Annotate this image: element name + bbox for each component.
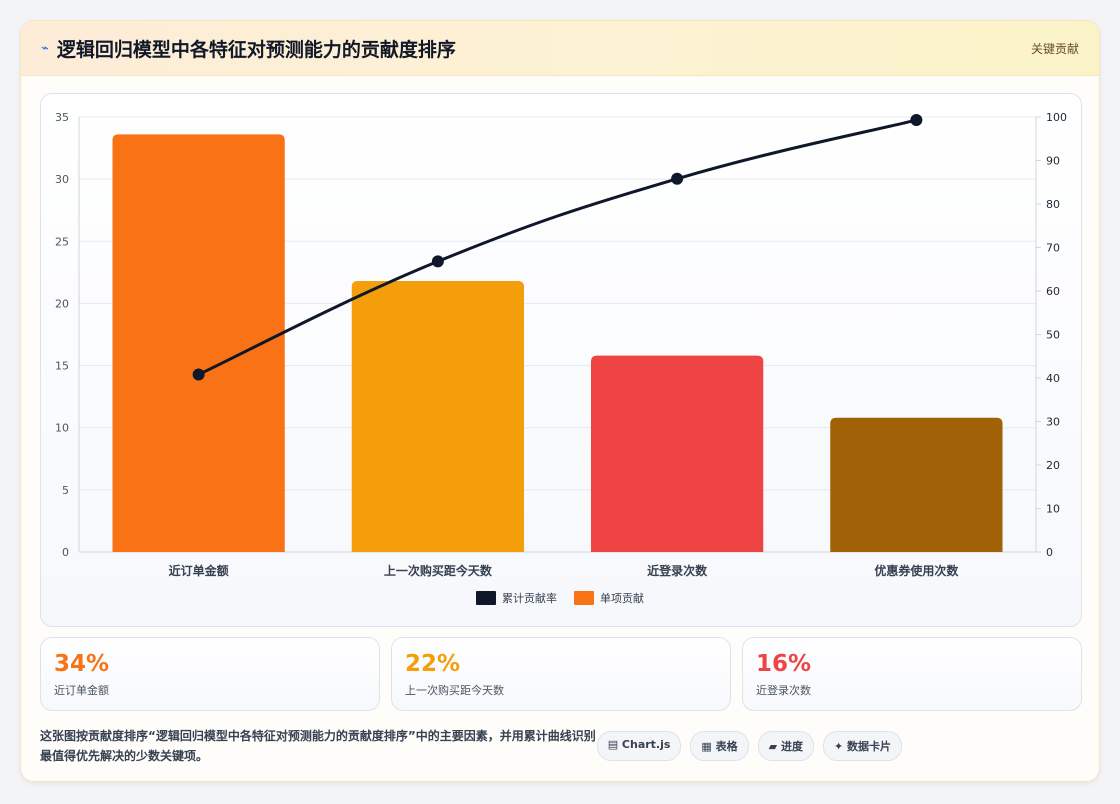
y-left-tick-label: 30 [55,173,69,186]
pill-chartjs[interactable]: ▤ Chart.js [596,731,682,761]
bar [351,281,525,552]
pill-progress[interactable]: ▰ 进度 [757,731,814,761]
y-right-tick-label: 70 [1046,242,1060,255]
y-right-tick-label: 50 [1046,329,1060,342]
stat-label: 近订单金额 [54,684,109,697]
y-right-tick-label: 30 [1046,416,1060,429]
y-right-tick-label: 80 [1046,198,1060,211]
y-right-tick-label: 90 [1046,155,1060,168]
stat-value: 34% [54,651,110,677]
stat-card: 16% 近登录次数 [742,637,1082,711]
title-wrap: ⌁ 逻辑回归模型中各特征对预测能力的贡献度排序 [41,35,456,62]
y-left-tick-label: 0 [62,546,69,559]
chart-container: 0 5 10 15 20 25 30 35 0 10 20 30 40 50 60 70 80 90 100 近订单金… [40,93,1082,627]
tag-pills: ▤ Chart.js ▦ 表格 ▰ 进度 ✦ 数据卡片 [596,731,902,761]
chart-description: 这张图按贡献度排序“逻辑回归模型中各特征对预测能力的贡献度排序”中的主要因素，并… [40,729,596,763]
pill-data-cards[interactable]: ✦ 数据卡片 [822,731,902,761]
x-tick-label: 近订单金额 [169,563,229,578]
lightning-icon: ⌁ [41,40,49,56]
cumulative-point [192,368,205,381]
legend-label: 累计贡献率 [502,591,557,605]
y-left-tick-label: 15 [55,360,69,373]
y-right-tick-label: 20 [1046,459,1060,472]
y-right-tick-label: 60 [1046,285,1060,298]
legend-swatch [476,591,496,605]
pill-table[interactable]: ▦ 表格 [690,731,749,761]
legend-label: 单项贡献 [600,591,644,605]
stat-label: 上一次购买距今天数 [405,684,504,697]
bar [112,134,285,552]
card-header: ⌁ 逻辑回归模型中各特征对预测能力的贡献度排序 关键贡献 [21,21,1099,76]
x-tick-label: 上一次购买距今天数 [384,563,493,578]
x-tick-label: 优惠券使用次数 [874,563,959,578]
y-right-tick-label: 10 [1046,503,1060,516]
stat-label: 近登录次数 [756,684,811,697]
stat-card: 22% 上一次购买距今天数 [391,637,731,711]
stat-card: 34% 近订单金额 [40,637,380,711]
pareto-chart: 0 5 10 15 20 25 30 35 0 10 20 30 40 50 60 70 80 90 100 近订单金… [55,111,1067,605]
chart-card: ⌁ 逻辑回归模型中各特征对预测能力的贡献度排序 关键贡献 0 5 10 15 20 25 3… [20,20,1100,782]
cumulative-point [431,255,444,268]
y-right-tick-label: 40 [1046,372,1060,385]
y-left-tick-label: 35 [55,111,69,124]
card-footer: 这张图按贡献度排序“逻辑回归模型中各特征对预测能力的贡献度排序”中的主要因素，并… [40,721,1082,771]
bar [830,417,1003,552]
page-title: 逻辑回归模型中各特征对预测能力的贡献度排序 [56,38,456,61]
y-right-tick-label: 100 [1046,111,1067,124]
y-left-tick-label: 5 [62,484,69,497]
stat-value: 22% [405,651,461,677]
cumulative-point [910,114,923,127]
cumulative-line [197,118,917,376]
x-tick-label: 近登录次数 [647,563,708,578]
stat-cards: 34% 近订单金额 22% 上一次购买距今天数 16% 近登录次数 [40,637,1082,711]
y-left-tick-label: 20 [55,297,69,310]
cumulative-point [671,172,684,185]
y-right-tick-label: 0 [1046,546,1053,559]
y-left-tick-label: 25 [55,235,69,248]
header-tag: 关键贡献 [1030,41,1079,56]
stat-value: 16% [756,651,812,677]
y-left-tick-label: 10 [55,422,69,435]
bar [590,355,764,552]
legend-swatch [574,591,594,605]
